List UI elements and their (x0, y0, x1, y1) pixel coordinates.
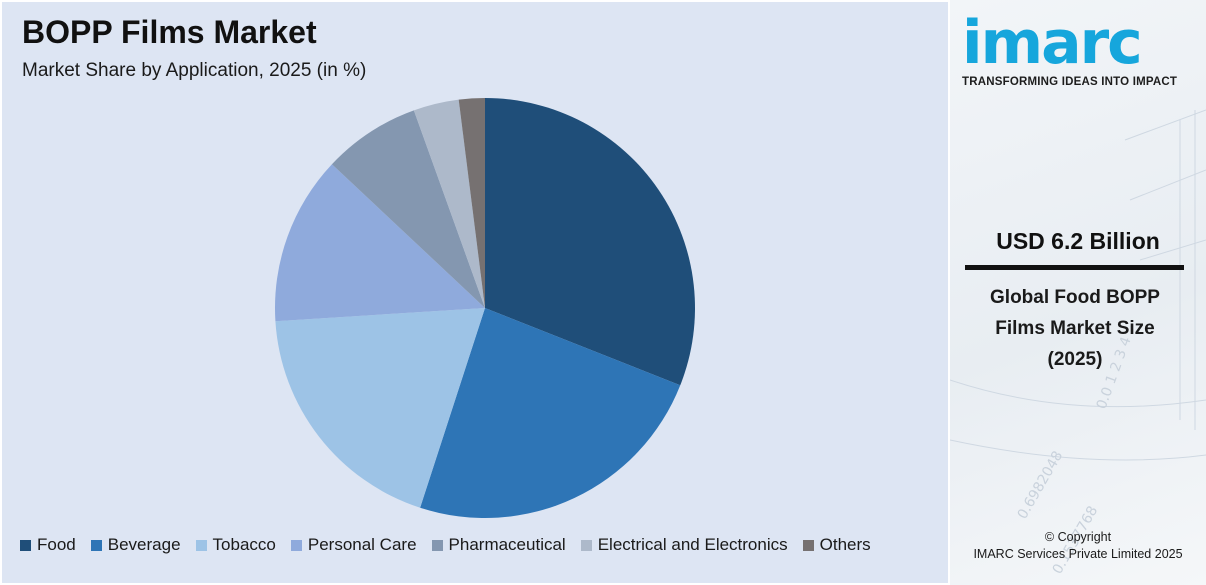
legend-swatch (580, 539, 592, 551)
pie-slice-beverage (420, 308, 681, 518)
copyright-notice: © Copyright IMARC Services Private Limit… (950, 529, 1206, 563)
info-side-panel: 0.0 1 2 3 4 0.6982048 0.1537768 imarc TR… (950, 0, 1206, 585)
legend-item-tobacco: Tobacco (195, 535, 276, 555)
pie-slice-personal-care (274, 164, 485, 322)
chart-title: BOPP Films Market (22, 14, 317, 50)
legend-swatch (290, 539, 302, 551)
stat-divider (965, 265, 1184, 270)
legend-swatch (431, 539, 443, 551)
pie-chart (274, 98, 695, 518)
pie-slice-pharmaceutical (331, 110, 485, 308)
pie-slice-electrical-and-electronics (413, 99, 485, 308)
legend-label: Food (37, 535, 76, 554)
pie-slice-tobacco (275, 308, 485, 508)
legend-label: Tobacco (212, 535, 276, 554)
legend-item-others: Others (802, 535, 871, 555)
chart-legend: Food Beverage Tobacco Personal Care Pharmace… (20, 535, 871, 555)
pie-slice-others (458, 98, 485, 308)
legend-item-electrical-and-electronics: Electrical and Electronics (580, 535, 788, 555)
legend-label: Beverage (107, 535, 181, 554)
logo-tagline: TRANSFORMING IDEAS INTO IMPACT (962, 76, 1178, 88)
copyright-line-1: © Copyright (1044, 530, 1112, 544)
market-size-label: Global Food BOPP Films Market Size (2025… (990, 287, 1160, 370)
legend-swatch (20, 539, 31, 551)
pie-slice-food (485, 98, 695, 386)
imarc-logo: imarc TRANSFORMING IDEAS INTO IMPACT (962, 12, 1198, 88)
legend-label: Others (819, 535, 871, 554)
legend-item-beverage: Beverage (90, 535, 181, 555)
legend-label: Electrical and Electronics (597, 535, 788, 554)
legend-swatch (195, 539, 207, 551)
legend-swatch (90, 539, 102, 551)
legend-label: Pharmaceutical (448, 535, 566, 554)
legend-item-personal-care: Personal Care (290, 535, 417, 555)
logo-wordmark: imarc (962, 8, 1143, 78)
market-size-value: USD 6.2 Billion (996, 228, 1160, 254)
chart-subtitle: Market Share by Application, 2025 (in %) (22, 60, 367, 81)
legend-swatch (802, 539, 814, 551)
svg-text:0.6982048: 0.6982048 (1015, 448, 1067, 522)
legend-item-food: Food (20, 535, 76, 555)
background-chart-decoration: 0.0 1 2 3 4 0.6982048 0.1537768 (950, 109, 1206, 577)
legend-label: Personal Care (307, 535, 417, 554)
legend-item-pharmaceutical: Pharmaceutical (431, 535, 566, 555)
copyright-line-2: IMARC Services Private Limited 2025 (973, 547, 1183, 561)
